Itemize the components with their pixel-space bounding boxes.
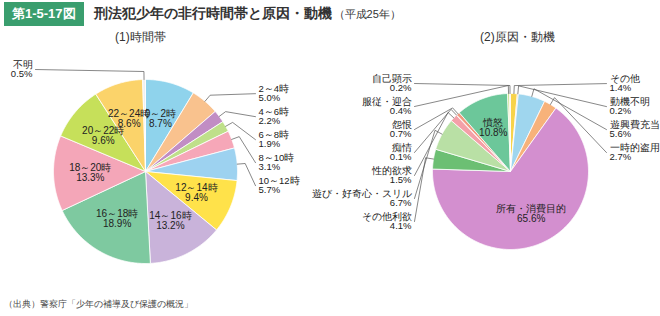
html-text:8.7%: 8.7% xyxy=(149,117,172,129)
svg-text:18～20時13.3%: 18～20時13.3% xyxy=(69,162,111,183)
svg-text:12～14時9.4%: 12～14時9.4% xyxy=(175,182,217,203)
svg-text:その他利欲4.1%: その他利欲4.1% xyxy=(362,211,413,232)
svg-text:憤怒10.8%: 憤怒10.8% xyxy=(479,117,507,138)
svg-text:遊び・好奇心・スリル6.7%: 遊び・好奇心・スリル6.7% xyxy=(312,188,413,209)
svg-text:4～6時2.2%: 4～6時2.2% xyxy=(259,106,290,127)
svg-text:遊興費充当5.6%: 遊興費充当5.6% xyxy=(610,119,660,139)
svg-text:14～16時13.2%: 14～16時13.2% xyxy=(149,210,191,231)
svg-text:怨恨0.7%: 怨恨0.7% xyxy=(390,119,412,140)
html-text:(1)時間帯: (1)時間帯 xyxy=(115,30,166,44)
svg-text:動機不明0.2%: 動機不明0.2% xyxy=(610,96,650,116)
svg-text:一時的盗用2.7%: 一時的盗用2.7% xyxy=(610,142,660,163)
html-text:0～2時: 0～2時 xyxy=(144,107,176,119)
html-text:9.6%: 9.6% xyxy=(91,135,115,147)
html-text:刑法犯少年の非行時間帯と原因・動機（平成25年）: 刑法犯少年の非行時間帯と原因・動機（平成25年） xyxy=(93,5,401,21)
html-text:(2)原因・動機: (2)原因・動機 xyxy=(480,30,555,44)
html-text:20～22時: 20～22時 xyxy=(82,125,125,137)
svg-text:8～10時3.1%: 8～10時3.1% xyxy=(259,152,295,173)
svg-text:6～8時1.9%: 6～8時1.9% xyxy=(259,129,290,150)
svg-text:2～4時5.0%: 2～4時5.0% xyxy=(259,83,290,104)
svg-text:その他1.4%: その他1.4% xyxy=(610,73,640,94)
svg-text:服従・迎合0.4%: 服従・迎合0.4% xyxy=(362,96,413,117)
svg-text:自己顕示0.2%: 自己顕示0.2% xyxy=(372,73,413,94)
svg-text:性的欲求1.5%: 性的欲求1.5% xyxy=(371,165,413,185)
svg-text:10～12時5.7%: 10～12時5.7% xyxy=(259,175,300,196)
svg-text:所有・消費目的65.6%: 所有・消費目的65.6% xyxy=(496,203,566,224)
svg-text:痴情0.1%: 痴情0.1% xyxy=(390,142,412,163)
html-text:（出典）警察庁「少年の補導及び保護の概況」: （出典）警察庁「少年の補導及び保護の概況」 xyxy=(4,299,193,309)
svg-text:不明0.5%: 不明0.5% xyxy=(11,59,33,80)
svg-text:16～18時18.9%: 16～18時18.9% xyxy=(96,208,138,229)
html-text:第1-5-17図: 第1-5-17図 xyxy=(12,6,76,21)
svg-text:22～24時8.6%: 22～24時8.6% xyxy=(108,108,150,129)
